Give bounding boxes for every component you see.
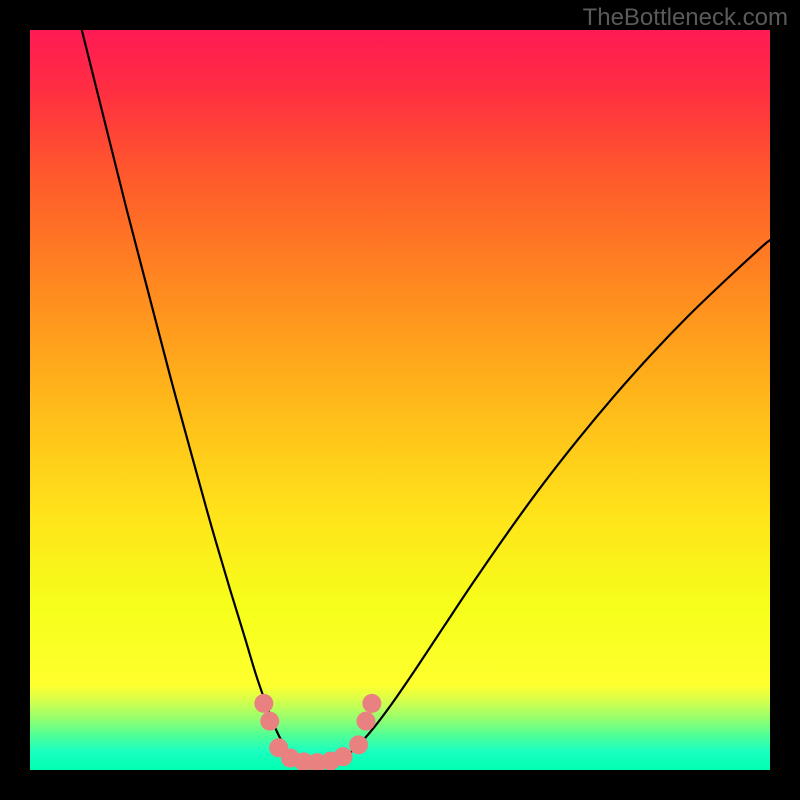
gradient-background: [30, 30, 770, 770]
curve-marker: [260, 712, 279, 731]
curve-marker: [254, 694, 273, 713]
curve-marker: [349, 735, 368, 754]
plot-svg: [30, 30, 770, 770]
watermark-text: TheBottleneck.com: [583, 4, 788, 32]
curve-marker: [356, 712, 375, 731]
curve-marker: [334, 747, 353, 766]
plot-area: [30, 30, 770, 770]
curve-marker: [362, 694, 381, 713]
